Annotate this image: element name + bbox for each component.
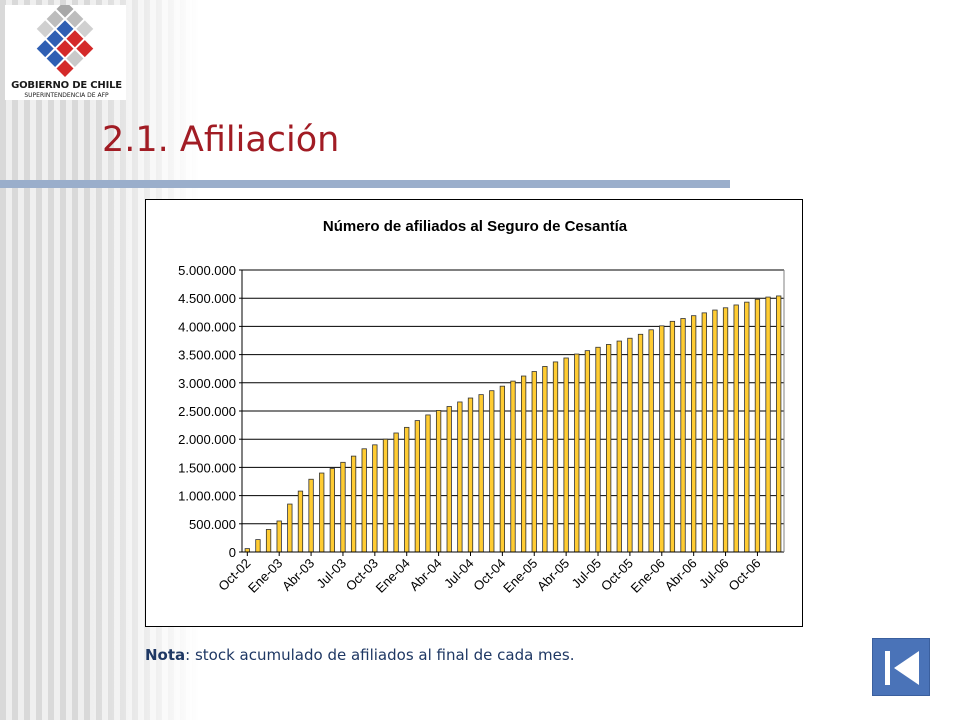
bar — [722, 307, 729, 553]
footnote-label: Nota — [145, 646, 186, 664]
bar — [510, 380, 516, 553]
y-tick-label: 500.000 — [189, 517, 236, 532]
page-title: 2.1. Afiliación — [102, 120, 340, 160]
bar — [308, 478, 314, 553]
y-tick-label: 4.000.000 — [178, 319, 236, 334]
bar — [680, 318, 686, 553]
bar — [382, 438, 389, 553]
y-tick-label: 5.000.000 — [178, 263, 236, 278]
x-tick-label: Jul-05 — [568, 556, 604, 592]
bar — [627, 337, 633, 553]
bar — [712, 309, 718, 553]
bar — [616, 340, 622, 553]
y-tick-label: 2.000.000 — [178, 432, 236, 447]
x-tick-label: Ene-03 — [245, 556, 285, 596]
x-tick-label: Abr-06 — [662, 556, 700, 594]
bar — [531, 371, 537, 553]
bar — [425, 414, 431, 553]
bar — [404, 426, 410, 553]
bar — [265, 529, 272, 553]
bar — [255, 539, 261, 553]
bar — [669, 320, 676, 553]
x-tick-label: Abr-05 — [534, 556, 572, 594]
title-divider — [0, 180, 730, 188]
bar — [244, 548, 250, 553]
y-tick-label: 3.000.000 — [178, 376, 236, 391]
x-tick-label: Abr-03 — [279, 556, 317, 594]
y-tick-label: 3.500.000 — [178, 348, 236, 363]
bar — [606, 344, 612, 553]
bar — [563, 357, 569, 553]
x-tick-label: Jul-06 — [696, 556, 732, 592]
bar — [595, 346, 601, 553]
bar — [340, 461, 346, 553]
footnote-text: : stock acumulado de afiliados al final … — [185, 646, 575, 664]
bar-chart: Número de afiliados al Seguro de Cesantí… — [178, 218, 785, 596]
x-tick-label: Jul-03 — [313, 556, 349, 592]
logo: GOBIERNO DE CHILE SUPERINTENDENCIA DE AF… — [5, 5, 126, 100]
x-tick-label: Ene-04 — [373, 556, 413, 596]
bar — [478, 394, 484, 553]
bar — [744, 301, 750, 553]
bar — [691, 315, 697, 553]
bar — [319, 472, 325, 553]
bar — [446, 406, 452, 553]
y-tick-label: 1.500.000 — [178, 460, 236, 475]
bar — [659, 325, 665, 553]
logo-title: GOBIERNO DE CHILE — [11, 80, 122, 91]
bar — [637, 333, 644, 553]
bar — [393, 432, 399, 553]
bar — [361, 448, 367, 553]
bar — [276, 520, 282, 553]
bar — [350, 455, 357, 553]
bar — [754, 298, 761, 553]
bar — [435, 410, 442, 553]
bar — [520, 375, 527, 553]
bar — [414, 420, 420, 553]
y-tick-label: 1.000.000 — [178, 489, 236, 504]
bar — [552, 361, 559, 553]
bar — [457, 401, 463, 553]
last-slide-button[interactable] — [872, 638, 930, 696]
chart-title: Número de afiliados al Seguro de Cesantí… — [323, 218, 628, 235]
y-tick-label: 0 — [229, 545, 236, 560]
bar — [372, 444, 378, 553]
bar — [648, 329, 654, 553]
chart-frame: Número de afiliados al Seguro de Cesantí… — [145, 199, 803, 627]
x-tick-label: Ene-05 — [500, 556, 540, 596]
x-tick-label: Jul-04 — [441, 556, 477, 592]
bar — [467, 397, 474, 553]
bar — [499, 385, 506, 553]
last-slide-icon — [885, 651, 919, 685]
bar — [584, 350, 591, 553]
bar — [297, 490, 304, 553]
bar — [733, 304, 739, 553]
bar — [329, 468, 335, 553]
x-tick-label: Ene-06 — [628, 556, 668, 596]
x-tick-label: Abr-04 — [407, 556, 445, 594]
y-tick-label: 4.500.000 — [178, 291, 236, 306]
bar — [765, 296, 771, 553]
bar — [574, 353, 580, 553]
logo-subtitle: SUPERINTENDENCIA DE AFP — [24, 92, 109, 99]
bar — [701, 312, 707, 553]
y-tick-label: 2.500.000 — [178, 404, 236, 419]
bar — [776, 295, 782, 553]
chile-government-emblem-icon — [36, 5, 94, 77]
footnote: Nota: stock acumulado de afiliados al fi… — [145, 646, 574, 664]
bar — [489, 390, 495, 553]
x-tick-label: Oct-06 — [725, 556, 763, 594]
bar — [542, 366, 548, 553]
bar — [287, 503, 293, 553]
